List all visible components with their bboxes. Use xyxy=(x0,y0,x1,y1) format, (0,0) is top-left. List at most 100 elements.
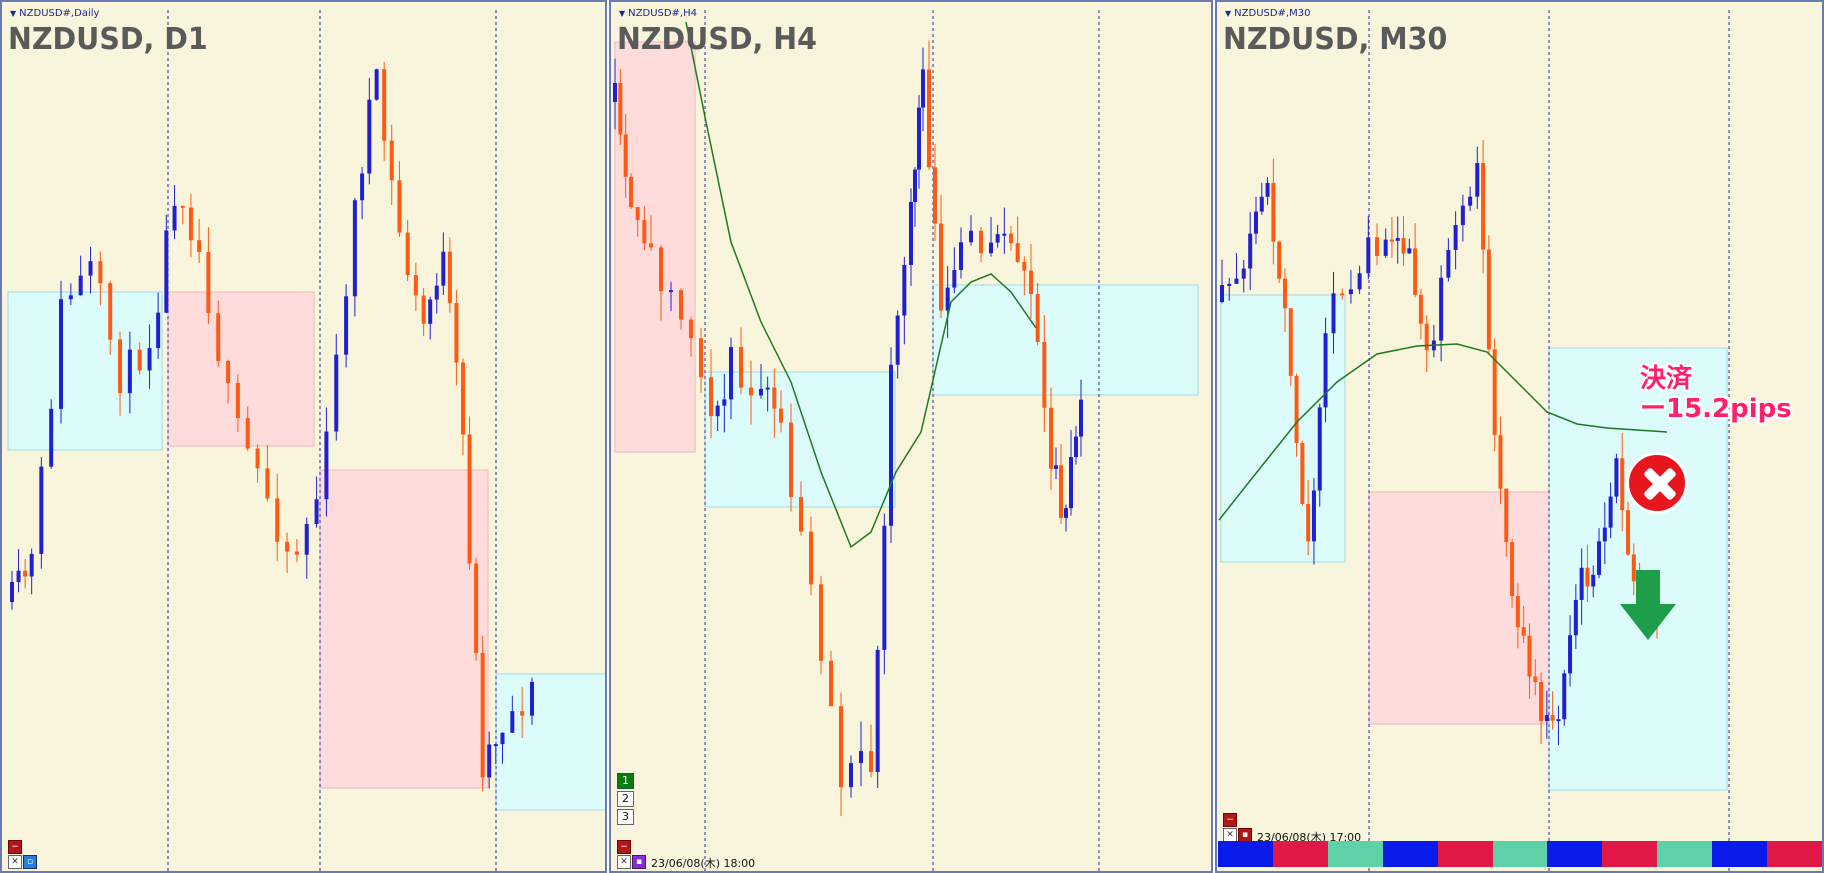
candle-body xyxy=(1389,239,1394,242)
candle-body xyxy=(397,180,402,233)
candle-body xyxy=(1002,233,1007,236)
minimize-button[interactable]: − xyxy=(8,840,22,854)
candle-body xyxy=(164,230,169,313)
candle-body xyxy=(88,261,93,276)
candle-body xyxy=(1317,407,1322,491)
session-color-bar xyxy=(1218,841,1822,867)
session-segment xyxy=(1547,841,1603,867)
candle-body xyxy=(952,270,957,288)
minimize-alt-button[interactable]: ▪ xyxy=(1238,828,1252,842)
candle-body xyxy=(613,83,617,102)
candle-body xyxy=(1029,270,1033,295)
candle-body xyxy=(1383,239,1388,256)
candle-body xyxy=(235,382,240,419)
chart-panel-h4[interactable]: ▼ NZDUSD#,H4 NZDUSD, H4 1 2 3 − ✕ ▪ 23/06… xyxy=(609,0,1213,873)
candle-body xyxy=(374,69,379,100)
candle-body xyxy=(1271,182,1276,242)
candle-body xyxy=(245,418,250,449)
candle-body xyxy=(39,466,44,554)
candle-body xyxy=(1234,278,1239,284)
candle-body xyxy=(127,349,132,394)
candle-body xyxy=(642,220,647,244)
candle-body xyxy=(1585,567,1590,587)
candle-body xyxy=(709,377,713,417)
candle-body xyxy=(314,499,319,524)
candle-body xyxy=(180,205,185,208)
candle-body xyxy=(1418,294,1423,324)
candle-body xyxy=(722,399,727,406)
candle-body xyxy=(1074,436,1078,458)
candle-body xyxy=(1366,237,1371,274)
settlement-label: 決済 xyxy=(1640,364,1693,394)
settings-button[interactable]: ▫ xyxy=(23,855,37,869)
chart-area-h4[interactable] xyxy=(611,2,1213,873)
candle-body xyxy=(729,347,733,400)
session-segment xyxy=(1657,841,1713,867)
minimize-button[interactable]: − xyxy=(1223,813,1237,827)
settlement-annotation: 決済 ー15.2pips xyxy=(1640,364,1792,424)
candle-body xyxy=(454,303,459,363)
candle-body xyxy=(765,387,770,390)
candle-body xyxy=(275,498,280,542)
candle-body xyxy=(1009,233,1013,244)
candle-body xyxy=(1311,490,1316,542)
candle-body xyxy=(1504,488,1509,543)
candle-body xyxy=(1492,349,1497,436)
tab-button-3[interactable]: 3 xyxy=(617,809,634,825)
candle-body xyxy=(1573,599,1578,636)
buy-zone xyxy=(704,371,896,508)
candle-body xyxy=(1253,211,1258,234)
sell-zone xyxy=(319,469,489,789)
candle-body xyxy=(441,251,446,286)
candle-body xyxy=(1481,163,1486,250)
tab-button-1[interactable]: 1 xyxy=(617,773,634,789)
candle-body xyxy=(699,338,703,378)
close-button[interactable]: ✕ xyxy=(1223,828,1237,842)
candle-body xyxy=(265,468,270,499)
minimize-button[interactable]: − xyxy=(617,840,631,854)
date-label: 23/06/08(木) 18:00 xyxy=(651,857,756,870)
dropdown-triangle-icon[interactable]: ▼ xyxy=(619,9,626,18)
chart-panel-d1[interactable]: ▼ NZDUSD#,Daily NZDUSD, D1 − ✕ ▫ xyxy=(0,0,607,873)
candle-body xyxy=(875,649,880,772)
candle-body xyxy=(156,312,161,349)
candle-body xyxy=(367,99,372,174)
dropdown-triangle-icon[interactable]: ▼ xyxy=(10,9,17,18)
tab-button-2[interactable]: 2 xyxy=(617,791,634,807)
session-segment xyxy=(1382,841,1438,867)
candle-body xyxy=(1510,542,1515,597)
candle-body xyxy=(969,230,973,243)
candle-body xyxy=(1022,261,1027,271)
candle-body xyxy=(428,299,433,324)
candle-body xyxy=(1277,241,1282,279)
candle-body xyxy=(1049,407,1053,469)
candle-body xyxy=(749,387,753,396)
candle-body xyxy=(1498,435,1503,489)
candle-body xyxy=(304,523,309,555)
chart-panel-m30[interactable]: ▼ NZDUSD#,M30 NZDUSD, M30 − ✕ ▪ 23/06/08(… xyxy=(1215,0,1824,873)
candle-body xyxy=(1460,205,1465,225)
chart-area-d1[interactable] xyxy=(2,2,607,873)
close-button[interactable]: ✕ xyxy=(8,855,22,869)
candle-body xyxy=(389,140,394,181)
candle-body xyxy=(1348,289,1353,295)
candle-body xyxy=(520,711,525,716)
candle-body xyxy=(995,234,1000,243)
candle-body xyxy=(623,134,628,177)
chart-area-m30[interactable] xyxy=(1217,2,1824,873)
candle-body xyxy=(1064,508,1068,518)
dropdown-triangle-icon[interactable]: ▼ xyxy=(1225,9,1232,18)
candle-body xyxy=(789,422,793,497)
chart-tag-h4: ▼ NZDUSD#,H4 xyxy=(619,8,697,19)
session-segment xyxy=(1327,841,1383,867)
candle-body xyxy=(1357,273,1362,290)
candle-body xyxy=(382,69,387,141)
candle-body xyxy=(1265,182,1270,197)
candle-body xyxy=(1035,294,1040,342)
candle-body xyxy=(1453,224,1458,250)
session-segment xyxy=(1492,841,1548,867)
candle-body xyxy=(799,496,803,532)
close-button[interactable]: ✕ xyxy=(617,855,631,869)
candle-body xyxy=(1521,627,1526,636)
properties-button[interactable]: ▪ xyxy=(632,855,646,869)
